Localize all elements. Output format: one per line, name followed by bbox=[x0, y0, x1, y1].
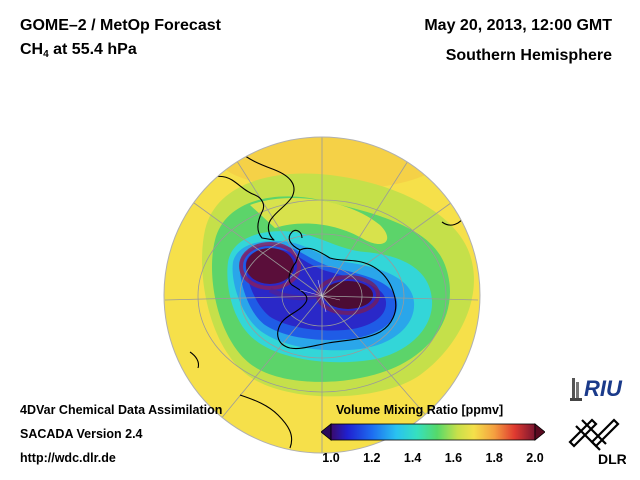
colorbar-tick-label: 1.6 bbox=[444, 451, 463, 465]
colorbar-left-arrow bbox=[321, 423, 332, 441]
field-maxima-west bbox=[246, 248, 294, 284]
colorbar-tick-label: 1.0 bbox=[322, 451, 340, 465]
svg-text:RIU: RIU bbox=[584, 376, 623, 401]
colorbar-tick-label: 1.4 bbox=[403, 451, 422, 465]
riu-logo: RIU bbox=[570, 376, 623, 401]
coast-south-america bbox=[189, 145, 295, 241]
region-title: Southern Hemisphere bbox=[445, 47, 612, 64]
footer-url: http://wdc.dlr.de bbox=[20, 451, 116, 465]
svg-text:DLR: DLR bbox=[598, 451, 626, 467]
colorbar-right-arrow bbox=[534, 423, 545, 441]
graticule bbox=[164, 137, 479, 453]
footer-method: 4DVar Chemical Data Assimilation bbox=[20, 403, 223, 417]
coast-australia bbox=[239, 394, 293, 449]
footer-version: SACADA Version 2.4 bbox=[20, 427, 143, 441]
colorbar-tick-label: 2.0 bbox=[526, 451, 544, 465]
dlr-logo: DLR bbox=[568, 418, 626, 467]
instrument-title: GOME–2 / MetOp Forecast bbox=[20, 17, 221, 34]
field-yellow-tongue bbox=[250, 197, 388, 245]
colorbar bbox=[321, 423, 545, 441]
field-maxima-pole bbox=[323, 281, 373, 309]
colorbar-tick-label: 1.2 bbox=[363, 451, 381, 465]
species-title: CH4 at 55.4 hPa bbox=[20, 41, 137, 60]
coast-antarctica bbox=[277, 247, 397, 350]
datetime-title: May 20, 2013, 12:00 GMT bbox=[424, 17, 612, 34]
colorbar-gradient bbox=[330, 423, 536, 441]
colorbar-title: Volume Mixing Ratio [ppmv] bbox=[336, 403, 504, 417]
colorbar-tick-label: 1.8 bbox=[485, 451, 503, 465]
